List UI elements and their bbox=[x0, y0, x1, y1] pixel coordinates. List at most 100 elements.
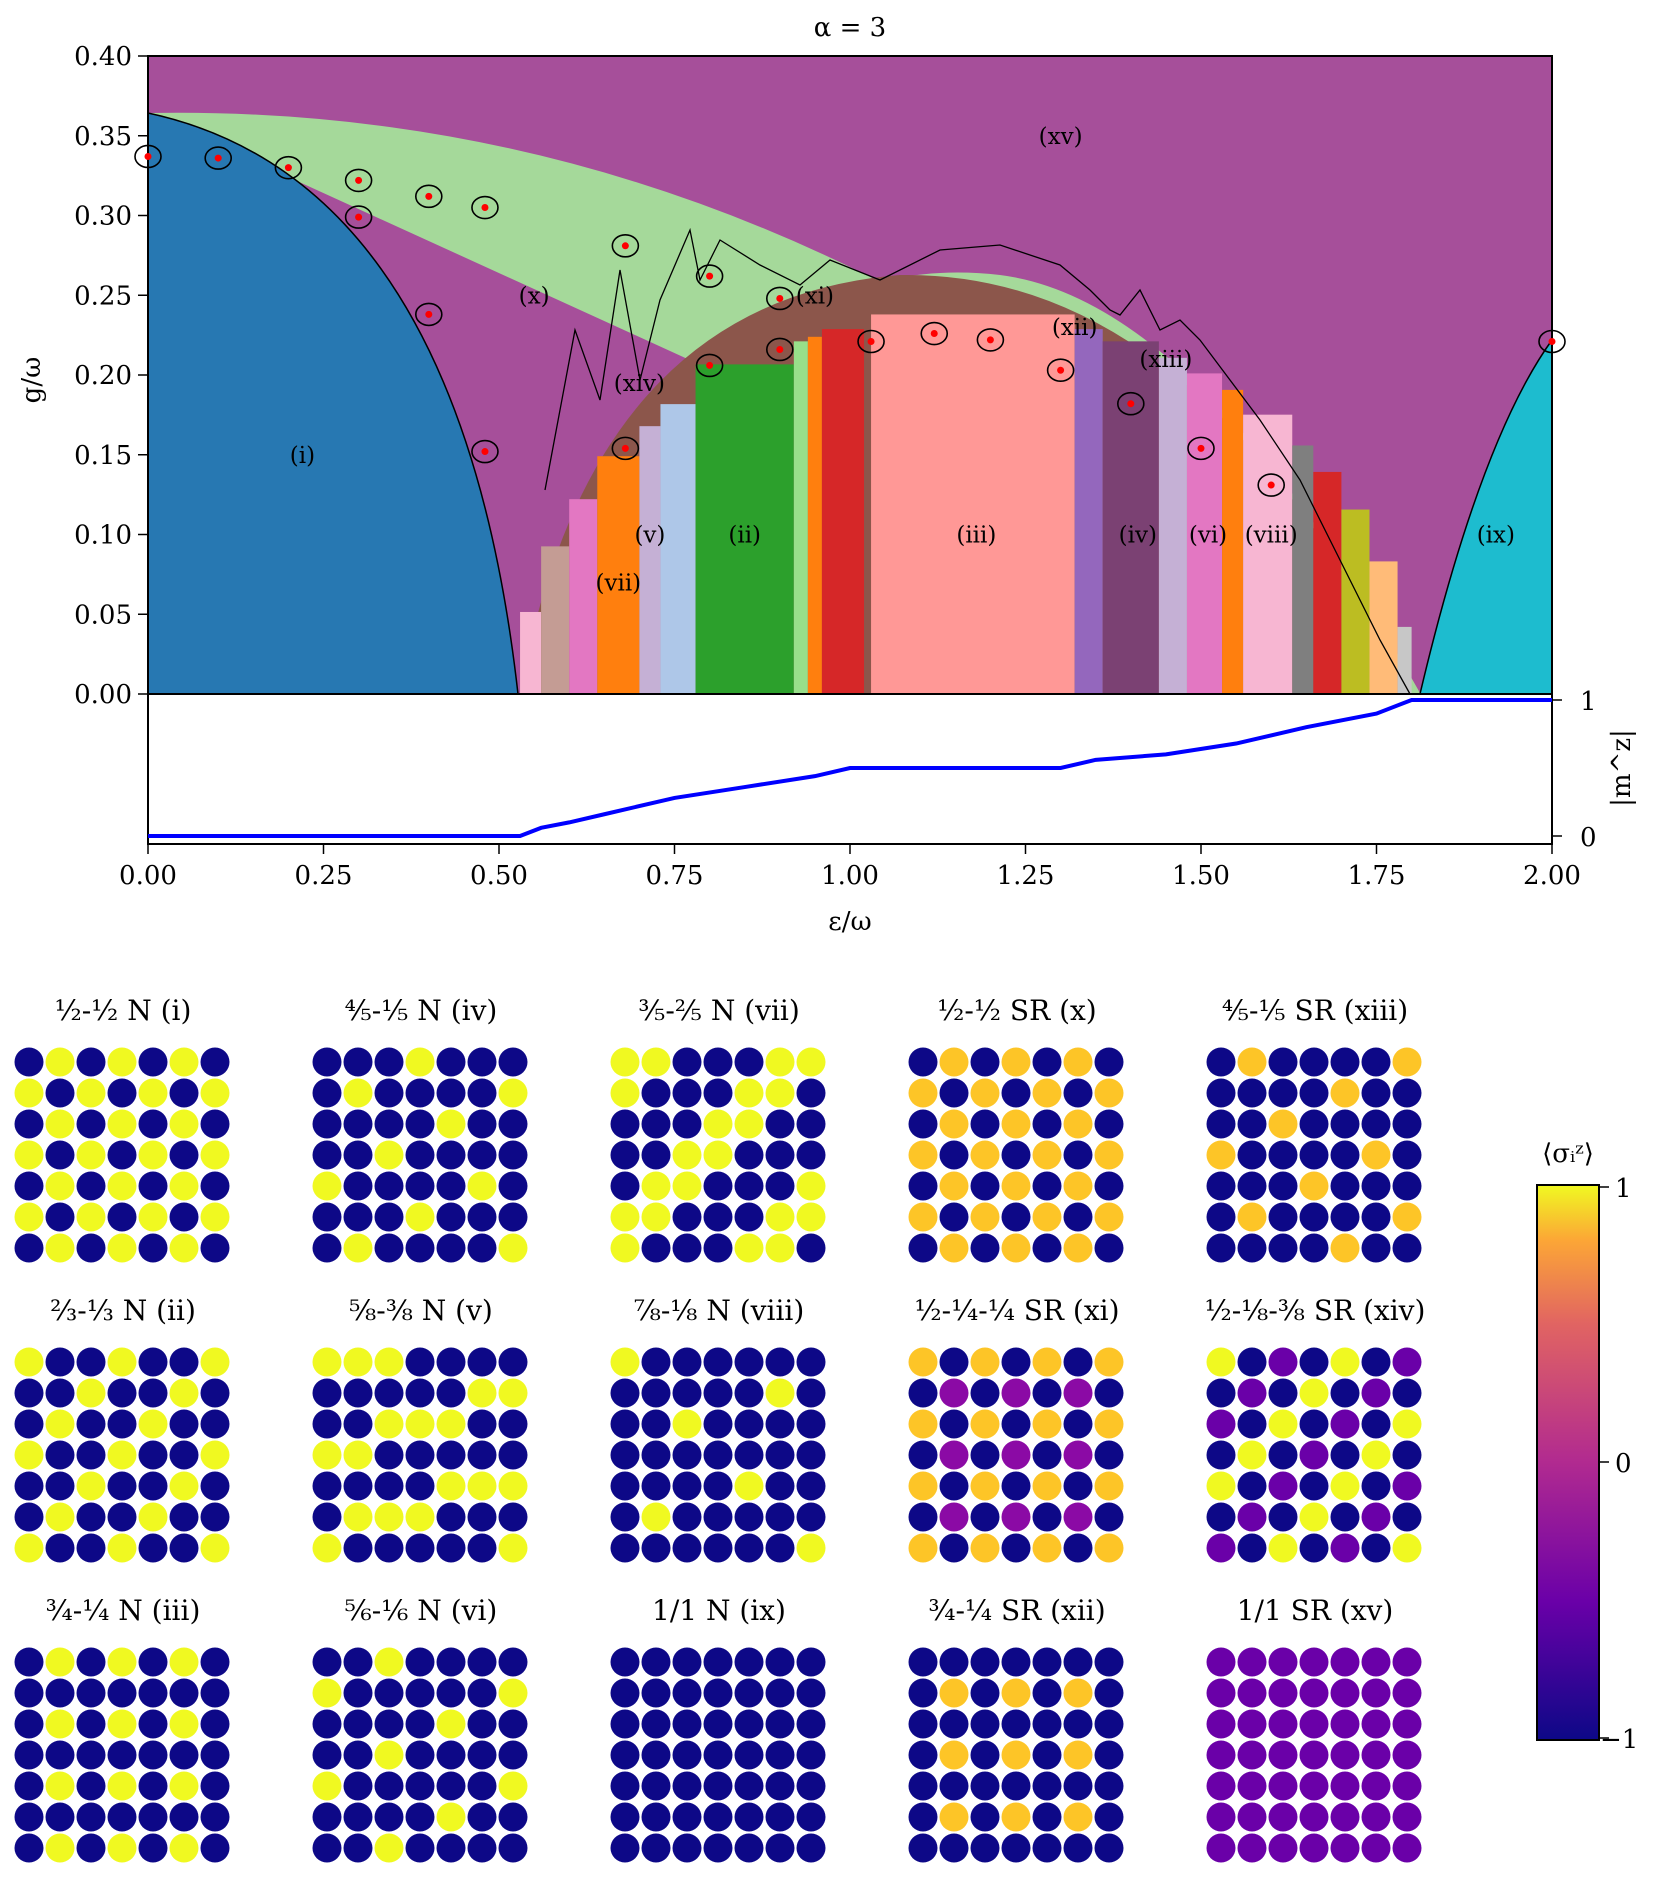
spin-site bbox=[765, 1740, 795, 1770]
spin-site bbox=[498, 1709, 528, 1739]
spin-site bbox=[343, 1771, 373, 1801]
phase-stripe bbox=[1243, 414, 1293, 694]
marker-ring bbox=[765, 337, 794, 362]
spin-site bbox=[405, 1140, 435, 1170]
spin-site bbox=[939, 1502, 969, 1532]
spin-site bbox=[467, 1471, 497, 1501]
spin-site bbox=[1361, 1140, 1391, 1170]
marker-ring bbox=[976, 328, 1005, 352]
spin-site bbox=[1094, 1709, 1124, 1739]
spin-site bbox=[200, 1109, 230, 1139]
spin-site bbox=[765, 1140, 795, 1170]
spin-site bbox=[970, 1109, 1000, 1139]
spin-site bbox=[14, 1802, 44, 1832]
spin-site bbox=[312, 1771, 342, 1801]
spin-site bbox=[1206, 1171, 1236, 1201]
spin-site bbox=[405, 1109, 435, 1139]
spin-site bbox=[1206, 1378, 1236, 1408]
phase-stripe bbox=[1292, 445, 1314, 694]
spin-site bbox=[1268, 1233, 1298, 1263]
spin-site bbox=[200, 1233, 230, 1263]
colorbar: ⟨σᵢᶻ⟩ 1 0 −1 bbox=[1536, 1139, 1638, 1755]
spin-site bbox=[796, 1771, 826, 1801]
spin-site bbox=[765, 1078, 795, 1108]
spin-site bbox=[467, 1771, 497, 1801]
spin-site bbox=[436, 1533, 466, 1563]
spin-site bbox=[1001, 1771, 1031, 1801]
spin-site bbox=[939, 1802, 969, 1832]
spin-site bbox=[703, 1233, 733, 1263]
spin-site bbox=[374, 1202, 404, 1232]
spin-site bbox=[405, 1078, 435, 1108]
spin-site bbox=[1237, 1378, 1267, 1408]
spin-site bbox=[467, 1647, 497, 1677]
spin-site bbox=[672, 1833, 702, 1863]
spin-site bbox=[641, 1347, 671, 1377]
lattice-panels: ½-½ N (i) ⅘-⅕ N (iv) ⅗-⅖ N (vii) ½-½ SR (x)… bbox=[14, 994, 1425, 1863]
spin-site bbox=[374, 1740, 404, 1770]
spin-site bbox=[1032, 1471, 1062, 1501]
phase-stripe bbox=[1186, 373, 1223, 694]
spin-site bbox=[970, 1678, 1000, 1708]
spin-site bbox=[76, 1233, 106, 1263]
spin-site bbox=[1392, 1378, 1422, 1408]
spin-site bbox=[1361, 1709, 1391, 1739]
spin-site bbox=[436, 1678, 466, 1708]
phase-label: (iii) bbox=[956, 523, 996, 549]
marker-ring bbox=[611, 436, 640, 461]
spin-site bbox=[76, 1802, 106, 1832]
spin-site bbox=[703, 1533, 733, 1563]
spin-site bbox=[374, 1440, 404, 1470]
marker-dot bbox=[1127, 400, 1135, 408]
phase-stripe bbox=[1222, 389, 1244, 694]
spin-site bbox=[200, 1771, 230, 1801]
y-tick-label: 0.40 bbox=[74, 42, 132, 72]
spin-site bbox=[498, 1171, 528, 1201]
spin-site bbox=[200, 1378, 230, 1408]
spin-site bbox=[1392, 1709, 1422, 1739]
spin-site bbox=[939, 1347, 969, 1377]
spin-site bbox=[1063, 1833, 1093, 1863]
spin-site bbox=[76, 1171, 106, 1201]
spin-site bbox=[1001, 1647, 1031, 1677]
spin-site bbox=[641, 1740, 671, 1770]
spin-site bbox=[1392, 1502, 1422, 1532]
spin-site bbox=[1361, 1171, 1391, 1201]
spin-site bbox=[405, 1771, 435, 1801]
spin-site bbox=[169, 1109, 199, 1139]
spin-site bbox=[343, 1678, 373, 1708]
spin-site bbox=[970, 1802, 1000, 1832]
spin-site bbox=[765, 1440, 795, 1470]
spin-site bbox=[200, 1833, 230, 1863]
spin-site bbox=[970, 1347, 1000, 1377]
spin-site bbox=[610, 1771, 640, 1801]
spin-site bbox=[796, 1533, 826, 1563]
spin-site bbox=[45, 1109, 75, 1139]
spin-site bbox=[169, 1440, 199, 1470]
spin-site bbox=[1299, 1440, 1329, 1470]
spin-site bbox=[436, 1471, 466, 1501]
spin-site bbox=[703, 1678, 733, 1708]
spin-site bbox=[312, 1140, 342, 1170]
spin-site bbox=[14, 1202, 44, 1232]
phase-ix-region bbox=[1420, 340, 1552, 694]
spin-site bbox=[1299, 1502, 1329, 1532]
spin-site bbox=[765, 1678, 795, 1708]
spin-site bbox=[765, 1709, 795, 1739]
spin-site bbox=[641, 1078, 671, 1108]
spin-site bbox=[1063, 1109, 1093, 1139]
spin-site bbox=[939, 1078, 969, 1108]
spin-site bbox=[200, 1533, 230, 1563]
spin-site bbox=[1392, 1647, 1422, 1677]
spin-site bbox=[76, 1833, 106, 1863]
spin-site bbox=[1268, 1409, 1298, 1439]
spin-site bbox=[703, 1378, 733, 1408]
spin-site bbox=[1361, 1740, 1391, 1770]
spin-site bbox=[1237, 1740, 1267, 1770]
spin-site bbox=[200, 1140, 230, 1170]
spin-site bbox=[138, 1833, 168, 1863]
spin-site bbox=[312, 1740, 342, 1770]
phase-stripes bbox=[520, 314, 1412, 694]
spin-site bbox=[1001, 1678, 1031, 1708]
spin-site bbox=[610, 1502, 640, 1532]
